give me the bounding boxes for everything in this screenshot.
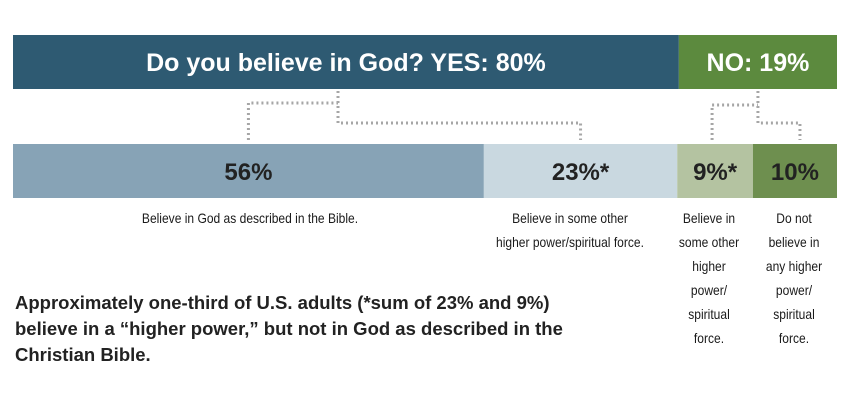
bracket-connector-0	[246, 91, 583, 140]
bottom-bar: 56% 23%* 9%* 10%	[13, 144, 837, 198]
caption-line: Believe in God as described in the Bible…	[141, 210, 359, 226]
caption-line: Believe in some other	[512, 210, 628, 226]
caption-line: some other	[678, 234, 740, 250]
footnote-line: believe in a “higher power,” but not in …	[15, 318, 563, 339]
connectors	[246, 91, 802, 140]
caption-other-higher-power-no: Believe in some other higher power/ spir…	[674, 206, 745, 350]
bottom-bar-segment-0	[13, 144, 484, 198]
caption-line: Do not	[776, 210, 812, 226]
bottom-bar-label-56: 56%	[224, 159, 272, 186]
caption-line: power/	[690, 282, 728, 298]
caption-bible-believers: Believe in God as described in the Bible…	[69, 206, 430, 230]
footnote: Approximately one-third of U.S. adults (…	[15, 290, 655, 368]
bottom-bar-label-23: 23%*	[552, 159, 610, 186]
caption-line: higher power/spiritual force.	[496, 234, 644, 250]
bottom-bar-label-9: 9%*	[693, 159, 738, 186]
caption-line: Believe in	[682, 210, 736, 226]
top-bar-label-1: NO: 19%	[707, 49, 810, 77]
caption-line: force.	[778, 330, 810, 346]
caption-line: force.	[693, 330, 725, 346]
caption-line: power/	[775, 282, 813, 298]
caption-line: believe in	[768, 234, 820, 250]
caption-line: spiritual	[688, 306, 730, 322]
top-bar: Do you believe in God? YES: 80% NO: 19%	[13, 35, 837, 89]
bottom-bar-segment-1	[483, 144, 678, 198]
bottom-bar-segment-2	[677, 144, 753, 198]
caption-other-higher-power-yes: Believe in some other higher power/spiri…	[471, 206, 669, 254]
caption-line: higher	[692, 258, 726, 274]
caption-line: any higher	[765, 258, 823, 274]
bracket-connector-1	[710, 91, 802, 140]
caption-line: spiritual	[773, 306, 815, 322]
bottom-bar-segment-3	[752, 144, 837, 198]
bottom-bar-label-10: 10%	[771, 159, 819, 186]
footnote-line: Approximately one-third of U.S. adults (…	[15, 292, 550, 313]
caption-no-higher-power: Do not believe in any higher power/ spir…	[758, 206, 830, 350]
footnote-line: Christian Bible.	[15, 344, 151, 365]
top-bar-segment-0	[13, 35, 679, 89]
top-bar-label-0: Do you believe in God? YES: 80%	[146, 49, 546, 77]
top-bar-segment-1	[678, 35, 837, 89]
